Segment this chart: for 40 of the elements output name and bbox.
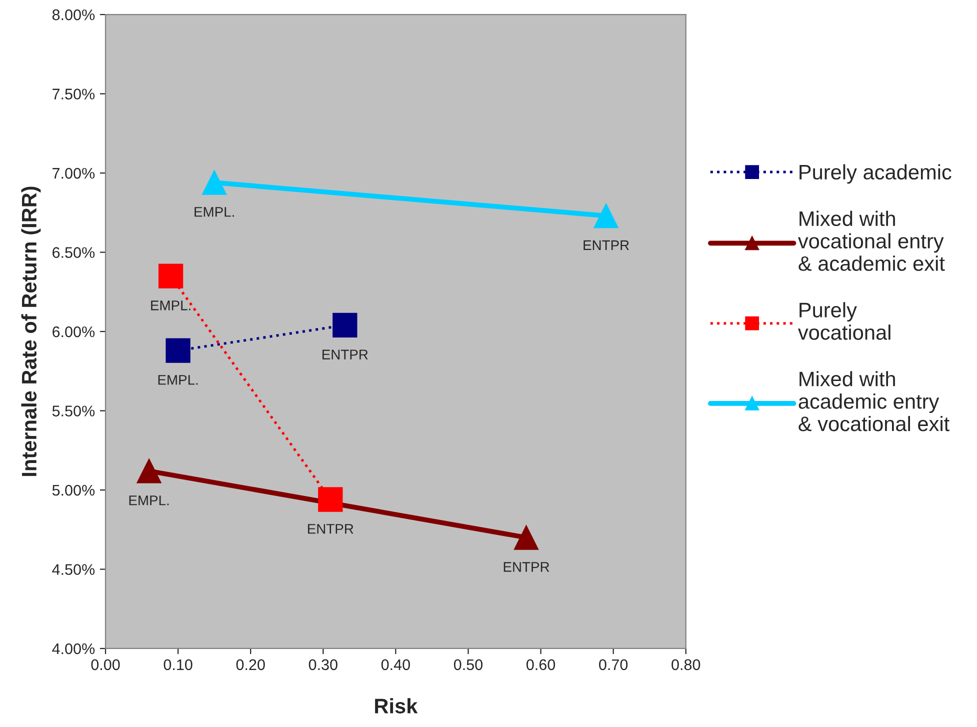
point [136, 458, 162, 484]
x-tick-label: 0.10 [164, 659, 192, 670]
y-tick-label: 6.50% [52, 247, 95, 258]
x-tick-label: 0.20 [236, 659, 265, 670]
y-tick-label: 4.50% [52, 564, 95, 575]
x-tick-label: 0.50 [454, 659, 482, 670]
annotation: EMPL. [158, 375, 198, 385]
annotation: ENTPR [504, 562, 550, 572]
point [332, 312, 358, 338]
y-tick-label: 7.50% [52, 88, 95, 100]
y-tick-label: 7.00% [52, 168, 95, 179]
legend-label: Purely academic [800, 164, 952, 184]
legend-label: Mixed with vocational entry & academic exit [798, 210, 945, 271]
annotation: ENTPR [308, 524, 354, 534]
point [202, 170, 227, 195]
point [594, 203, 618, 228]
y-tick-label: 4.00% [52, 643, 95, 654]
point [158, 264, 184, 288]
y-tick-label: 5.00% [52, 484, 95, 496]
legend-label: Purely vocational [798, 302, 890, 340]
x-tick-label: 0.40 [381, 659, 410, 670]
y-axis-title: Internale Rate of Return (IRR) [21, 186, 41, 476]
x-tick-label: 0.00 [91, 659, 120, 670]
annotation: ENTPR [322, 350, 368, 360]
x-tick-label: 0.70 [599, 659, 628, 670]
point [166, 338, 190, 363]
legend-label: Mixed with academic entry & vocational exit [798, 371, 950, 432]
x-tick-label: 0.30 [308, 659, 338, 670]
annotation: ENTPR [584, 240, 629, 250]
annotation: EMPL. [194, 207, 234, 217]
y-tick-label: 5.50% [52, 406, 95, 416]
annotation: EMPL. [151, 300, 190, 310]
x-tick-label: 0.60 [526, 659, 556, 670]
y-tick-label: 8.00% [52, 9, 95, 20]
x-axis-title: Risk [375, 698, 418, 714]
point [514, 525, 539, 550]
point [318, 487, 343, 512]
x-tick-label: 0.80 [672, 659, 700, 670]
annotation: EMPL. [129, 496, 169, 506]
y-tick-label: 6.00% [52, 326, 95, 338]
